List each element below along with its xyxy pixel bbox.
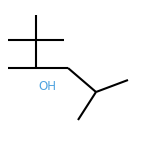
Text: OH: OH [38, 80, 56, 93]
